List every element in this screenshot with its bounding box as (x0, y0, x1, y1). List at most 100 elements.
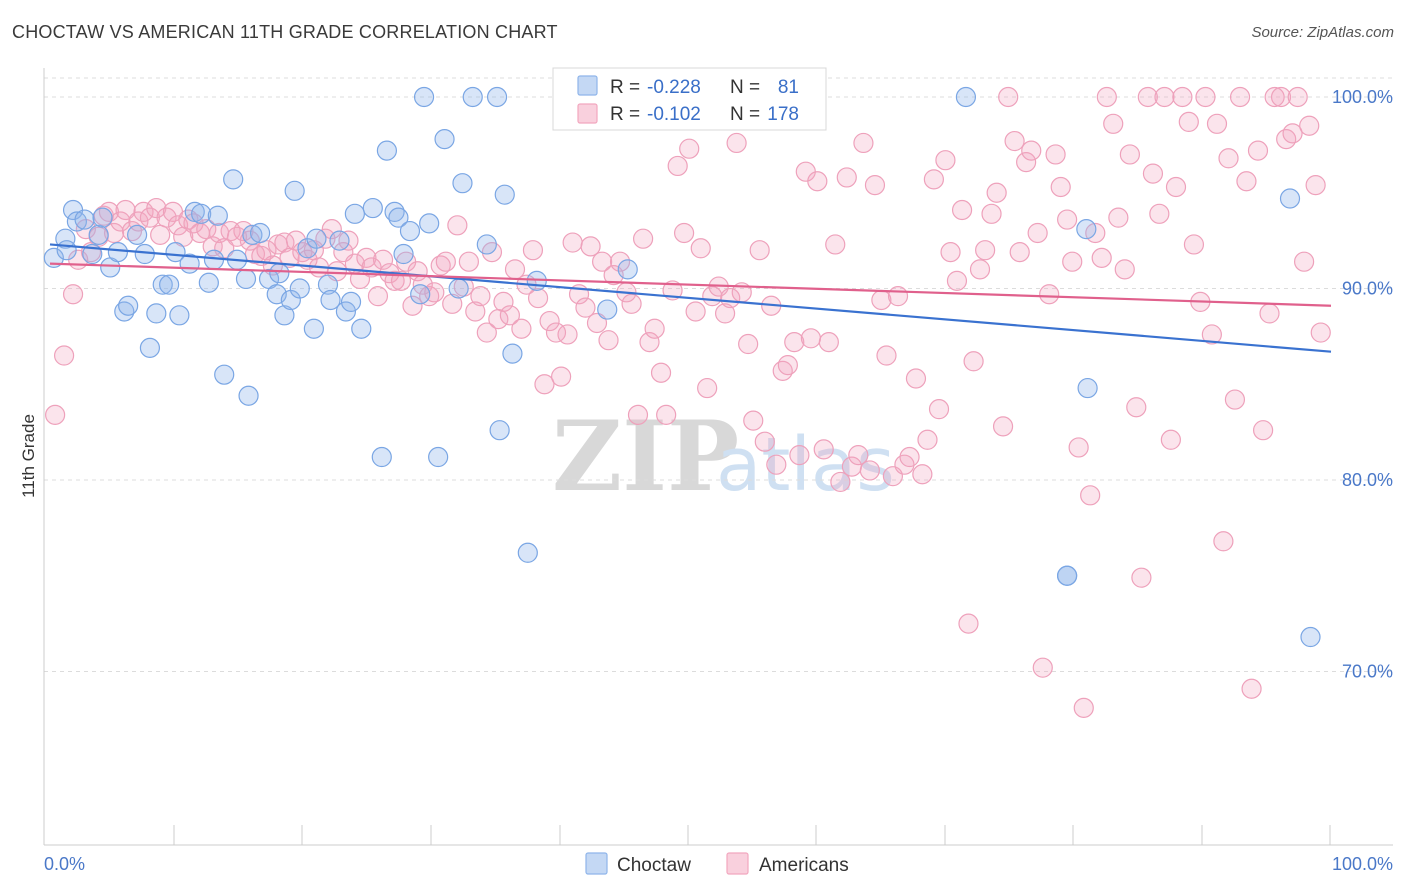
americans-point (1016, 152, 1037, 173)
choctaw-point (214, 364, 235, 385)
choctaw-point (1279, 188, 1301, 209)
choctaw-point (329, 230, 350, 251)
americans-point (1165, 176, 1187, 198)
americans-point (62, 284, 84, 305)
choctaw-point (376, 140, 398, 161)
americans-point (1183, 234, 1205, 255)
americans-point (1009, 242, 1030, 263)
americans-point (784, 332, 805, 353)
legend-swatch-choctaw (577, 75, 598, 96)
americans-point (115, 199, 136, 221)
watermark: ZIP atlas (552, 400, 895, 513)
x-tick-label-min: 0.0% (44, 854, 85, 874)
choctaw-point (371, 446, 392, 468)
americans-point (627, 404, 649, 425)
americans-point (1114, 259, 1135, 280)
choctaw-point (152, 274, 173, 295)
americans-point (1032, 657, 1053, 678)
americans-point (458, 251, 479, 272)
americans-point (367, 286, 389, 307)
choctaw-point (118, 295, 139, 316)
choctaw-point (238, 385, 259, 406)
choctaw-point (351, 318, 372, 339)
americans-point (447, 215, 468, 236)
americans-point (1091, 247, 1112, 268)
choctaw-point (462, 86, 483, 108)
legend-box: R = -0.228 N = 81 R = -0.102 N = 178 (552, 67, 827, 131)
legend-n-label-americans: N = (730, 104, 760, 125)
americans-point (1229, 86, 1251, 108)
americans-point (777, 355, 798, 376)
americans-point (1126, 397, 1147, 418)
americans-point (150, 224, 171, 245)
series-choctaw (43, 86, 1321, 648)
americans-point (1310, 322, 1331, 343)
americans-point (825, 234, 846, 255)
americans-point (1201, 324, 1222, 345)
americans-point (644, 318, 665, 339)
americans-point (580, 236, 601, 257)
americans-point (673, 222, 695, 244)
choctaw-point (249, 222, 271, 244)
americans-point (848, 445, 869, 466)
choctaw-point (597, 299, 618, 320)
choctaw-point (1076, 219, 1097, 240)
americans-point (1137, 86, 1158, 108)
americans-point (557, 324, 578, 345)
legend-r-value-choctaw: -0.228 (647, 77, 701, 98)
choctaw-point (235, 268, 257, 290)
americans-point (1039, 284, 1060, 305)
americans-point (1276, 129, 1297, 150)
americans-point (45, 404, 66, 425)
americans-point (975, 240, 996, 261)
americans-point (534, 374, 555, 395)
choctaw-point (393, 243, 414, 265)
choctaw-point (284, 180, 305, 201)
americans-point (656, 404, 677, 425)
choctaw-point (955, 86, 977, 108)
americans-point (726, 132, 747, 154)
choctaw-point (448, 278, 469, 299)
y-tick-label: 70.0% (1342, 662, 1393, 682)
americans-point (923, 169, 944, 190)
americans-point (621, 293, 642, 314)
americans-point (639, 332, 660, 353)
americans-point (493, 291, 514, 313)
americans-point (899, 446, 920, 468)
americans-point (598, 330, 619, 351)
americans-point (871, 289, 892, 311)
choctaw-point (303, 318, 324, 339)
americans-point (1213, 531, 1234, 552)
americans-point (951, 199, 973, 221)
americans-point (1027, 222, 1048, 244)
y-axis-label: 11th Grade (19, 414, 38, 498)
bottom-legend-swatch-choctaw (585, 852, 608, 875)
y-tick-label: 100.0% (1332, 87, 1393, 107)
americans-point (685, 301, 706, 322)
americans-point (1154, 86, 1175, 108)
choctaw-point (399, 220, 421, 242)
americans-point (1264, 86, 1285, 108)
americans-point (522, 240, 544, 261)
americans-point (586, 312, 608, 334)
choctaw-point (139, 337, 161, 358)
americans-point (1050, 176, 1071, 198)
americans-point (1241, 678, 1262, 699)
choctaw-point (114, 301, 135, 322)
americans-point (864, 174, 886, 196)
americans-point (511, 318, 532, 339)
americans-point (853, 132, 874, 154)
choctaw-point (340, 291, 362, 313)
americans-point (928, 399, 950, 420)
americans-point (969, 259, 991, 280)
choctaw-point (306, 228, 327, 249)
americans-point (592, 251, 613, 272)
choctaw-point (388, 207, 409, 228)
choctaw-point (428, 446, 449, 468)
choctaw-point (289, 278, 310, 299)
americans-trend-line (49, 262, 1332, 307)
americans-point (650, 362, 672, 383)
americans-point (402, 295, 423, 316)
choctaw-point (165, 242, 186, 263)
